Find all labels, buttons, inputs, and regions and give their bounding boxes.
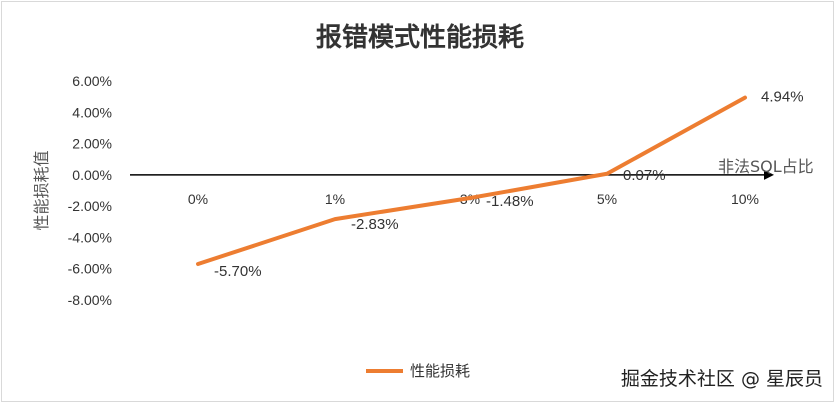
series-line xyxy=(196,95,747,267)
data-label: 4.94% xyxy=(761,89,804,106)
x-tick-label: 10% xyxy=(731,191,759,207)
data-label: -2.83% xyxy=(351,216,399,233)
y-axis-ticks: 6.00% 4.00% 2.00% 0.00% -2.00% -4.00% -6.00% -8… xyxy=(68,73,112,308)
data-label: -1.48% xyxy=(486,193,534,210)
x-tick-label: 1% xyxy=(325,191,345,207)
y-tick-label: -8.00% xyxy=(68,292,112,308)
data-labels: -5.70% -2.83% -1.48% 0.07% 4.94% xyxy=(214,89,804,280)
chart-title: 报错模式性能损耗 xyxy=(316,22,524,53)
x-axis-arrow xyxy=(764,169,774,180)
y-tick-label: 0.00% xyxy=(72,167,112,183)
legend-label: 性能损耗 xyxy=(410,362,470,380)
y-axis-label: 性能损耗值 xyxy=(32,150,51,230)
y-tick-label: 4.00% xyxy=(72,104,112,120)
data-label: 0.07% xyxy=(623,167,666,184)
y-tick-label: -2.00% xyxy=(68,198,112,214)
x-tick-label: 5% xyxy=(597,191,617,207)
y-tick-label: 6.00% xyxy=(72,73,112,89)
y-tick-label: -4.00% xyxy=(68,229,112,245)
data-label: -5.70% xyxy=(214,263,262,280)
x-axis-label: 非法SQL占比 xyxy=(718,157,814,176)
y-tick-label: 2.00% xyxy=(72,136,112,152)
y-tick-label: -6.00% xyxy=(68,261,112,277)
x-tick-label: 0% xyxy=(188,191,208,207)
watermark: 掘金技术社区 @ 星辰员 xyxy=(621,368,823,390)
